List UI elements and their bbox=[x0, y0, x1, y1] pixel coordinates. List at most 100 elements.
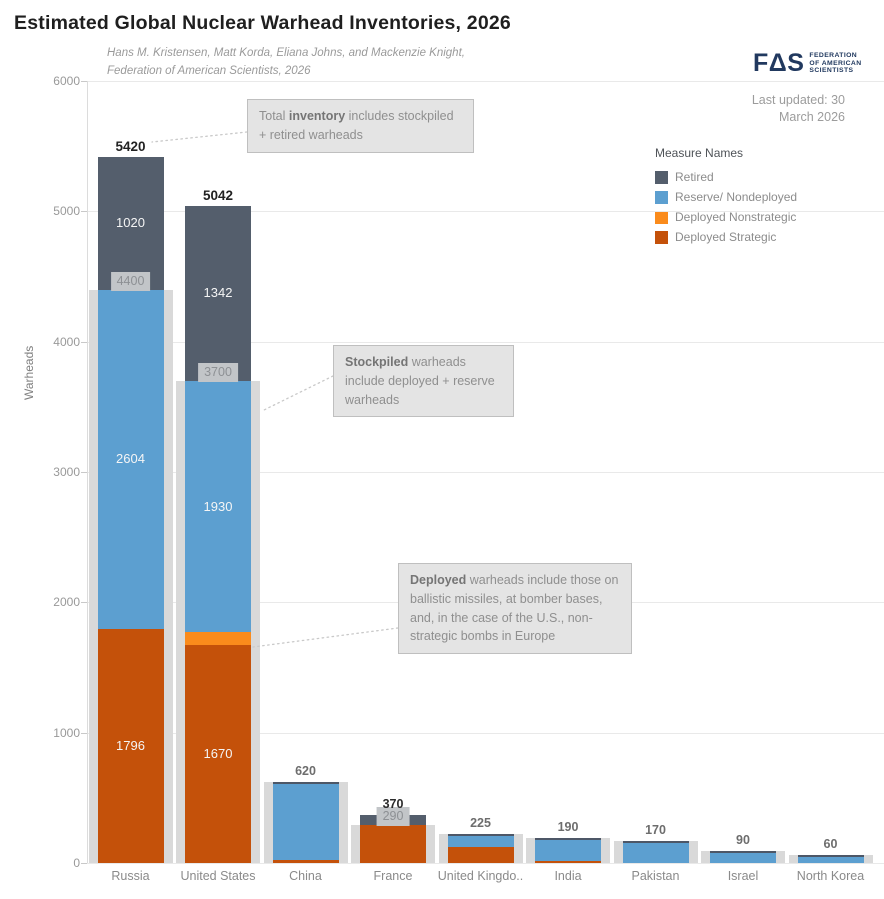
bar-top-line bbox=[622, 840, 689, 843]
y-tick-label-4000: 4000 bbox=[53, 334, 80, 349]
legend-item-retired[interactable]: Retired bbox=[655, 167, 797, 187]
bar-segment-deployed_strategic[interactable] bbox=[447, 847, 514, 863]
legend-swatch-icon bbox=[655, 170, 668, 184]
annotation-keyword: Stockpiled bbox=[345, 355, 409, 369]
gridline-4000 bbox=[87, 341, 884, 343]
y-tick-mark-1000 bbox=[81, 732, 87, 734]
total-label-israel: 90 bbox=[736, 833, 750, 848]
legend-swatch-icon bbox=[655, 210, 668, 224]
total-label-pakistan: 170 bbox=[645, 822, 666, 837]
annotation-total-inventory: Total inventory includes stockpiled + re… bbox=[247, 99, 474, 153]
bar-segment-deployed_strategic[interactable] bbox=[185, 645, 251, 863]
legend-item-deployed-strategic[interactable]: Deployed Strategic bbox=[655, 227, 797, 247]
x-tick-label-united-states: United States bbox=[180, 869, 256, 883]
gridline-0 bbox=[87, 863, 884, 864]
annotation-keyword: inventory bbox=[288, 109, 346, 123]
bar-segment-reserve[interactable] bbox=[797, 855, 864, 863]
x-tick-label-russia: Russia bbox=[111, 869, 150, 883]
bar-segment-reserve[interactable] bbox=[185, 380, 251, 633]
y-tick-label-5000: 5000 bbox=[53, 204, 80, 219]
total-label-russia: 5420 bbox=[115, 138, 146, 154]
legend-items: Retired Reserve/ Nondeployed Deployed Nons… bbox=[655, 167, 797, 247]
x-tick-label-israel: Israel bbox=[727, 869, 759, 883]
subtitle-line-2: Federation of American Scientists, 2026 bbox=[107, 65, 311, 77]
bar-top-line bbox=[447, 833, 514, 836]
stockpile-chip-label: 290 bbox=[376, 807, 410, 827]
segment-value-label: 1930 bbox=[203, 498, 233, 514]
last-updated-note: Last updated: 30 March 2026 bbox=[645, 92, 845, 126]
gridline-6000 bbox=[87, 81, 884, 82]
bar-top-line bbox=[535, 838, 601, 841]
bar-segment-deployed_nonstrategic[interactable] bbox=[185, 632, 251, 646]
y-tick-label-6000: 6000 bbox=[53, 74, 80, 88]
bar-segment-reserve[interactable] bbox=[97, 289, 164, 629]
legend-item-label: Reserve/ Nondeployed bbox=[675, 190, 798, 204]
fas-logo-text: FEDERATION OF AMERICAN SCIENTISTS bbox=[809, 52, 861, 75]
segment-value-label: 1342 bbox=[203, 285, 233, 301]
y-tick-mark-6000 bbox=[81, 81, 87, 82]
annotation-keyword: Deployed bbox=[410, 573, 467, 587]
x-tick-label-france: France bbox=[373, 869, 413, 883]
fas-logo-text-line2: OF AMERICAN bbox=[809, 59, 862, 67]
bar-segment-deployed_strategic[interactable] bbox=[97, 628, 164, 863]
legend-item-label: Deployed Strategic bbox=[675, 230, 777, 244]
y-tick-mark-4000 bbox=[81, 341, 87, 343]
y-tick-mark-5000 bbox=[81, 211, 87, 213]
total-label-france: 370 bbox=[382, 796, 404, 811]
total-label-china: 620 bbox=[295, 764, 316, 779]
total-label-united-states: 5042 bbox=[202, 187, 234, 203]
gridline-3000 bbox=[87, 472, 884, 473]
last-updated-line2: March 2026 bbox=[778, 110, 845, 124]
bar-segment-retired[interactable] bbox=[185, 205, 251, 381]
y-tick-mark-0 bbox=[81, 863, 87, 864]
x-tick-label-china: China bbox=[289, 869, 322, 883]
bar-segment-reserve[interactable] bbox=[622, 840, 689, 863]
bar-segment-reserve[interactable] bbox=[710, 851, 776, 863]
chart-title: Estimated Global Nuclear Warhead Invento… bbox=[14, 12, 511, 34]
fas-logo: FΔS FEDERATION OF AMERICAN SCIENTISTS bbox=[753, 51, 862, 76]
segment-value-label: 1796 bbox=[116, 737, 145, 753]
y-tick-label-2000: 2000 bbox=[53, 595, 80, 610]
subtitle-line-1: Hans M. Kristensen, Matt Korda, Eliana J… bbox=[107, 47, 465, 59]
x-tick-label-pakistan: Pakistan bbox=[631, 869, 680, 883]
y-tick-label-0: 0 bbox=[73, 856, 80, 870]
bar-segment-deployed_strategic[interactable] bbox=[535, 861, 601, 863]
last-updated-line1: Last updated: 30 bbox=[751, 93, 845, 107]
legend-item-reserve-nondeployed[interactable]: Reserve/ Nondeployed bbox=[655, 187, 797, 207]
bar-segment-deployed_strategic[interactable] bbox=[360, 825, 426, 863]
legend-swatch-icon bbox=[655, 230, 668, 244]
annotation-text: Total bbox=[259, 109, 289, 123]
y-tick-label-1000: 1000 bbox=[53, 725, 80, 740]
bar-segment-reserve[interactable] bbox=[535, 838, 601, 862]
total-label-india: 190 bbox=[557, 820, 579, 835]
y-tick-mark-3000 bbox=[81, 472, 87, 473]
y-axis-line bbox=[86, 81, 88, 863]
y-tick-mark-2000 bbox=[81, 602, 87, 604]
y-tick-label-3000: 3000 bbox=[53, 465, 80, 479]
segment-value-label: 1020 bbox=[116, 215, 145, 231]
bar-segment-reserve[interactable] bbox=[272, 782, 339, 860]
annotation-deployed: Deployed warheads include those on balli… bbox=[398, 563, 632, 655]
segment-value-label: 1670 bbox=[203, 746, 233, 762]
bar-top-line bbox=[272, 782, 339, 785]
bar-segment-deployed_strategic[interactable] bbox=[272, 859, 339, 863]
chart-subtitle: Hans M. Kristensen, Matt Korda, Eliana J… bbox=[107, 44, 465, 80]
legend-item-deployed-nonstrategic[interactable]: Deployed Nonstrategic bbox=[655, 207, 797, 227]
x-tick-label-north-korea: North Korea bbox=[796, 869, 865, 883]
annotation-stockpiled: Stockpiled warheads include deployed + r… bbox=[333, 345, 514, 418]
fas-logo-text-line1: FEDERATION bbox=[809, 52, 858, 60]
bar-top-line bbox=[710, 851, 776, 854]
bar-segment-reserve[interactable] bbox=[447, 833, 514, 848]
x-tick-label-united-kingdo-: United Kingdo.. bbox=[437, 869, 524, 883]
total-label-united-kingdo-: 225 bbox=[470, 815, 491, 830]
legend-item-label: Retired bbox=[675, 170, 714, 184]
segment-value-label: 2604 bbox=[116, 451, 145, 467]
legend: Measure Names Retired Reserve/ Nondeploye… bbox=[655, 146, 797, 247]
annotation-text: warheads include those on ballistic miss… bbox=[410, 573, 619, 644]
annotation-text: includes stockpiled + retired warheads bbox=[259, 109, 454, 142]
fas-logo-glyph: FΔS bbox=[753, 49, 805, 77]
bar-segment-retired[interactable] bbox=[97, 156, 164, 290]
x-tick-label-india: India bbox=[554, 869, 582, 883]
